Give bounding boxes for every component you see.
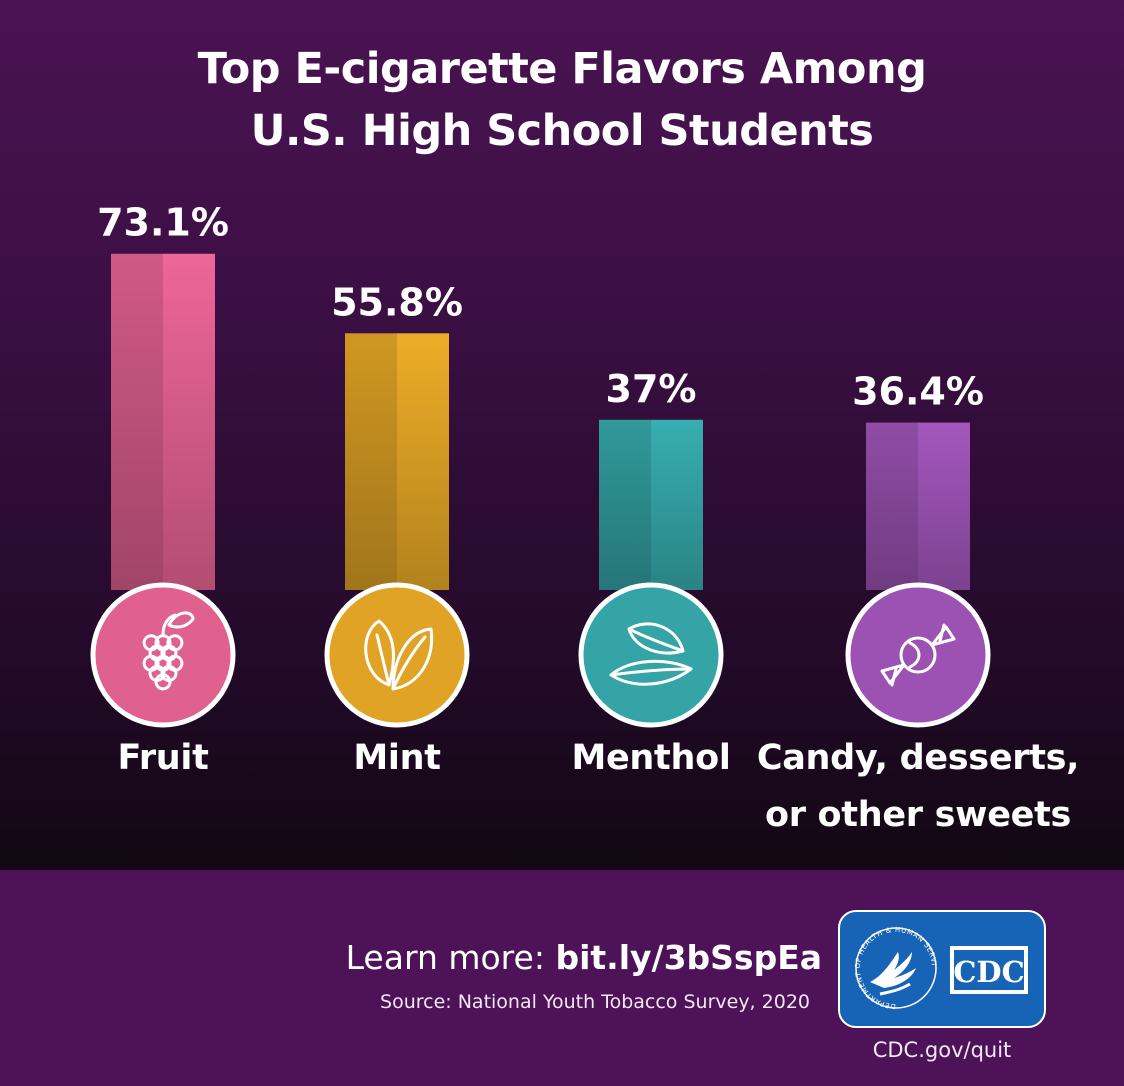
learn-more-link[interactable]: bit.ly/3bSspEa bbox=[555, 938, 822, 977]
bar-menthol bbox=[599, 419, 703, 590]
learn-more-prefix: Learn more: bbox=[345, 938, 545, 977]
bar-fruit-right bbox=[163, 253, 215, 591]
bar-mint-right bbox=[397, 333, 449, 590]
bar-candy-left bbox=[866, 422, 918, 590]
category-label-fruit: Fruit bbox=[117, 738, 209, 778]
category-label-candy: Candy, desserts, or other sweets bbox=[748, 732, 1088, 841]
bar-candy bbox=[866, 422, 970, 590]
bar-mint bbox=[345, 333, 449, 590]
chart-title: Top E-cigarette Flavors Among U.S. High … bbox=[0, 38, 1124, 162]
category-label-candy-line-2: or other sweets bbox=[764, 795, 1072, 835]
bar-candy-right bbox=[918, 422, 970, 590]
learn-more-text: Learn more: bit.ly/3bSspEa bbox=[346, 938, 822, 977]
hhs-cdc-logo-graphic: DEPARTMENT OF HEALTH & HUMAN SERVICES US… bbox=[837, 906, 1028, 1010]
cdc-wordmark: CDC bbox=[950, 946, 1028, 994]
cdc-logo: DEPARTMENT OF HEALTH & HUMAN SERVICES US… bbox=[837, 906, 1046, 1028]
value-label-menthol: 37% bbox=[606, 367, 697, 411]
mint-leaf-icon bbox=[324, 582, 470, 728]
grapes-icon bbox=[90, 582, 236, 728]
bar-fruit bbox=[111, 253, 215, 591]
chart-title-line-2: U.S. High School Students bbox=[250, 106, 874, 156]
menthol-leaves-icon bbox=[578, 582, 724, 728]
value-label-mint: 55.8% bbox=[331, 280, 463, 324]
candy-icon bbox=[845, 582, 991, 728]
category-label-mint: Mint bbox=[353, 738, 441, 778]
footer-bar: Learn more: bit.ly/3bSspEa Source: Natio… bbox=[0, 870, 1124, 1086]
category-label-menthol: Menthol bbox=[571, 738, 731, 778]
value-label-candy: 36.4% bbox=[852, 370, 984, 414]
bar-fruit-left bbox=[111, 253, 163, 591]
seal-text: DEPARTMENT OF HEALTH & HUMAN SERVICES US… bbox=[837, 906, 937, 1010]
source-note: Source: National Youth Tobacco Survey, 2… bbox=[380, 991, 810, 1013]
hhs-seal-icon: DEPARTMENT OF HEALTH & HUMAN SERVICES US… bbox=[837, 906, 938, 1010]
svg-text:DEPARTMENT OF HEALTH & HUMAN S: DEPARTMENT OF HEALTH & HUMAN SERVICES US… bbox=[840, 912, 938, 1010]
bar-menthol-right bbox=[651, 419, 703, 590]
cdc-wordmark-text: CDC bbox=[953, 955, 1024, 989]
category-label-candy-line-1: Candy, desserts, bbox=[756, 738, 1080, 778]
bar-menthol-left bbox=[599, 419, 651, 590]
bar-mint-left bbox=[345, 333, 397, 590]
chart-title-line-1: Top E-cigarette Flavors Among bbox=[197, 44, 927, 94]
value-label-fruit: 73.1% bbox=[97, 201, 229, 245]
cdc-url[interactable]: CDC.gov/quit bbox=[872, 1038, 1012, 1062]
